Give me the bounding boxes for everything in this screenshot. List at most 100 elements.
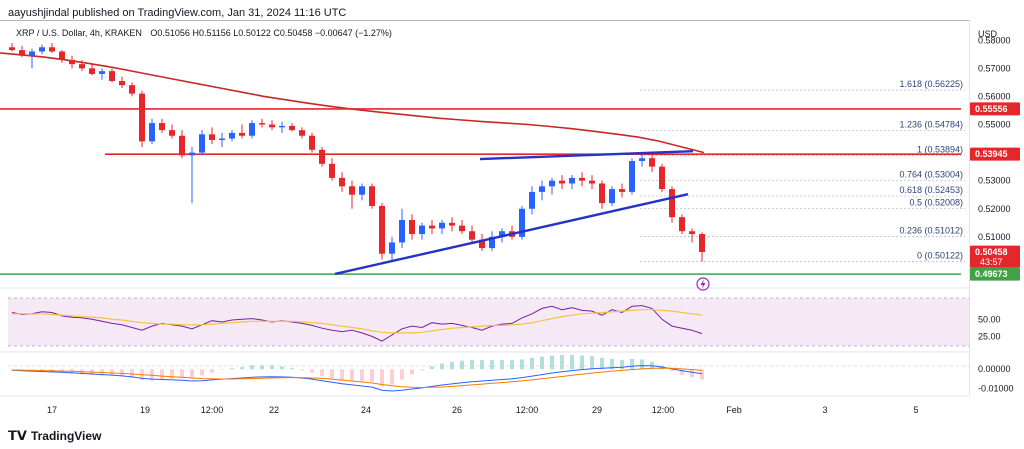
candle-body [219,138,225,140]
price-badge-label: 0.50458 [975,247,1008,257]
price-tick-label: 0.55000 [978,120,1011,130]
candle-body [419,225,425,235]
macd-histogram-bar [440,363,444,370]
macd-histogram-bar [670,369,674,371]
candle-body [459,225,465,232]
candle-body [109,71,115,81]
price-badge-label: 0.55556 [975,104,1008,114]
macd-histogram-bar [280,366,284,370]
price-badge [970,245,1020,268]
macd-histogram-bar [560,354,564,370]
candle-body [169,130,175,136]
macd-histogram-bar [370,369,374,382]
time-tick-label: 3 [822,405,827,415]
time-tick-label: 24 [361,405,371,415]
lightning-icon [700,279,706,289]
candle-body [59,51,65,60]
macd-histogram-bar [330,369,334,379]
fib-level-label: 0.5 (0.52008) [909,198,963,208]
chart-canvas: XRP / U.S. Dollar, 4h, KRAKEN O0.51056 H… [0,20,1020,415]
price-tick-label: 0.52000 [978,204,1011,214]
candle-body [19,50,25,56]
macd-histogram-bar [660,365,664,370]
candle-body [49,47,55,52]
price-tick-label: 0.56000 [978,91,1011,101]
candle-body [309,135,315,150]
macd-histogram-bar [160,369,164,380]
time-tick-label: 5 [913,405,918,415]
candle-body [69,59,75,65]
candle-body [659,166,665,190]
candle-body [689,231,695,235]
macd-histogram-bar [410,369,414,375]
candle-body [409,220,415,235]
macd-histogram-bar [310,369,314,373]
candle-body [499,231,505,237]
macd-histogram-bar [480,360,484,370]
candle-body [589,180,595,184]
macd-histogram-bar [530,357,534,370]
countdown-label: 43:57 [980,257,1003,267]
candle-body [629,161,635,192]
macd-histogram-bar [630,358,634,370]
candle-body [699,234,705,253]
candle-body [269,124,275,128]
macd-histogram-bar [380,369,384,387]
rsi-pane: 50.00 25.00 [11,305,1001,342]
candle-body [209,134,215,140]
price-badge-label: 0.49673 [975,269,1008,279]
fib-level-label: 1.236 (0.54784) [899,120,963,130]
fib-level-label: 1.618 (0.56225) [899,79,963,89]
brand-name: TradingView [30,429,102,443]
macd-tick-label: 0.00000 [978,364,1011,374]
candle-body [199,134,205,153]
candle-body [599,183,605,204]
macd-histogram-bar [180,369,184,379]
fib-level-label: 0.618 (0.52453) [899,185,963,195]
time-tick-label: 12:00 [652,405,675,415]
price-badge [970,147,1020,161]
time-tick-label: Feb [726,405,742,415]
rsi-ma-line [12,309,703,334]
macd-histogram-bar [510,360,514,370]
time-tick-label: 22 [269,405,279,415]
candle-body [239,132,245,136]
macd-histogram-bar [550,355,554,370]
symbol-ohlc-line: XRP / U.S. Dollar, 4h, KRAKEN O0.51056 H… [16,28,392,38]
macd-histogram-bar [210,369,214,373]
macd-histogram-bar [570,354,574,370]
macd-histogram-bar [500,360,504,370]
macd-histogram-bar [700,369,704,380]
candle-body [89,68,95,74]
candle-body [529,191,535,209]
rsi-tick-label: 50.00 [978,314,1001,324]
macd-histogram-bar [520,359,524,370]
macd-histogram-bar [610,358,614,370]
candle-body [9,47,15,51]
candle-body [179,135,185,156]
macd-histogram-bar [350,369,354,381]
candle-body [399,220,405,243]
candle-body [339,177,345,187]
price-badge-label: 0.53945 [975,149,1008,159]
candle-body [559,180,565,184]
macd-histogram-bar [300,369,304,371]
candle-body [379,205,385,254]
fib-level-label: 1 (0.53894) [917,145,963,155]
candle-body [479,239,485,249]
price-tick-label: 0.53000 [978,176,1011,186]
candle-body [429,225,435,229]
candle-body [229,132,235,139]
macd-line [11,365,703,392]
candle-body [649,158,655,167]
candle-body [639,158,645,162]
tradingview-logo-icon: 𝗧𝗩 [8,428,27,443]
price-pane: 0.58000 0.57000 0.56000 0.55000 0.53000 0.520… [0,35,1020,281]
macd-histogram-bar [450,361,454,370]
time-tick-label: 12:00 [201,405,224,415]
candle-body [299,130,305,136]
candle-body [549,180,555,187]
rsi-tick-label: 25.00 [978,331,1001,341]
time-tick-label: 26 [452,405,462,415]
macd-histogram-bar [220,369,224,370]
